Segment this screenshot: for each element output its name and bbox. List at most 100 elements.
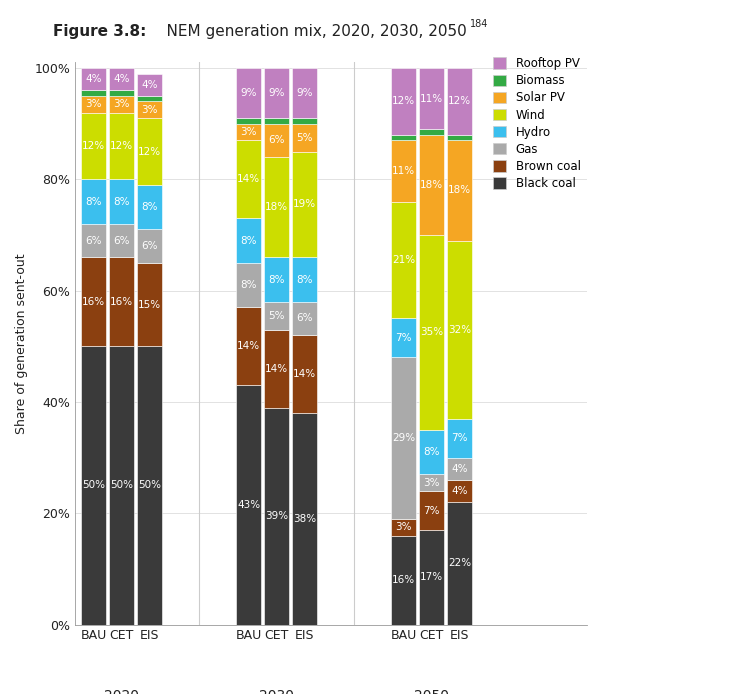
Bar bbox=[81, 90, 106, 96]
Text: 8%: 8% bbox=[86, 196, 102, 207]
Bar bbox=[447, 140, 472, 241]
Text: 4%: 4% bbox=[141, 80, 158, 90]
Text: 39%: 39% bbox=[265, 511, 288, 521]
Text: 2020: 2020 bbox=[105, 688, 139, 694]
Bar bbox=[447, 241, 472, 418]
Text: 9%: 9% bbox=[296, 88, 313, 98]
Text: 2050: 2050 bbox=[414, 688, 449, 694]
Text: 16%: 16% bbox=[392, 575, 415, 585]
Text: 8%: 8% bbox=[423, 447, 440, 457]
Bar bbox=[109, 346, 135, 625]
Text: 2030: 2030 bbox=[259, 688, 294, 694]
Bar bbox=[236, 118, 262, 124]
Bar bbox=[419, 68, 444, 129]
Text: 6%: 6% bbox=[296, 314, 313, 323]
Text: NEM generation mix, 2020, 2030, 2050: NEM generation mix, 2020, 2030, 2050 bbox=[147, 24, 466, 40]
Text: 184: 184 bbox=[470, 19, 488, 28]
Bar bbox=[292, 118, 317, 124]
Text: 11%: 11% bbox=[420, 94, 443, 103]
Text: 6%: 6% bbox=[141, 241, 158, 251]
Text: 29%: 29% bbox=[392, 433, 415, 443]
Text: 16%: 16% bbox=[110, 297, 133, 307]
Text: 14%: 14% bbox=[237, 174, 260, 185]
Text: 4%: 4% bbox=[114, 74, 130, 84]
Bar bbox=[137, 230, 162, 263]
Bar bbox=[236, 219, 262, 263]
Text: 15%: 15% bbox=[138, 300, 161, 310]
Bar bbox=[109, 224, 135, 257]
Bar bbox=[137, 185, 162, 230]
Text: 12%: 12% bbox=[110, 141, 133, 151]
Text: 6%: 6% bbox=[86, 235, 102, 246]
Bar bbox=[236, 307, 262, 385]
Bar bbox=[236, 124, 262, 140]
Bar bbox=[109, 179, 135, 224]
Bar bbox=[391, 135, 417, 140]
Text: 18%: 18% bbox=[265, 202, 288, 212]
Text: 11%: 11% bbox=[392, 166, 415, 176]
Bar bbox=[419, 491, 444, 530]
Bar bbox=[292, 68, 317, 118]
Text: 8%: 8% bbox=[268, 275, 285, 285]
Bar bbox=[236, 385, 262, 625]
Y-axis label: Share of generation sent-out: Share of generation sent-out bbox=[14, 253, 28, 434]
Bar bbox=[447, 68, 472, 135]
Bar bbox=[419, 530, 444, 625]
Text: 22%: 22% bbox=[448, 559, 471, 568]
Text: 8%: 8% bbox=[241, 235, 257, 246]
Bar bbox=[81, 179, 106, 224]
Bar bbox=[292, 413, 317, 625]
Bar bbox=[447, 457, 472, 480]
Bar bbox=[264, 302, 290, 330]
Text: 14%: 14% bbox=[265, 364, 288, 373]
Bar bbox=[391, 519, 417, 536]
Text: 16%: 16% bbox=[82, 297, 105, 307]
Bar bbox=[109, 90, 135, 96]
Bar bbox=[81, 96, 106, 112]
Text: 8%: 8% bbox=[241, 280, 257, 290]
Bar bbox=[137, 118, 162, 185]
Text: 8%: 8% bbox=[141, 202, 158, 212]
Bar bbox=[264, 330, 290, 407]
Text: 38%: 38% bbox=[293, 514, 316, 524]
Text: 6%: 6% bbox=[268, 135, 285, 145]
Text: 9%: 9% bbox=[268, 88, 285, 98]
Text: 3%: 3% bbox=[114, 99, 130, 109]
Bar bbox=[236, 68, 262, 118]
Text: 19%: 19% bbox=[293, 199, 316, 210]
Bar bbox=[447, 480, 472, 502]
Bar bbox=[391, 536, 417, 625]
Text: 32%: 32% bbox=[448, 325, 471, 335]
Bar bbox=[391, 357, 417, 519]
Bar bbox=[109, 257, 135, 346]
Bar bbox=[137, 263, 162, 346]
Text: 4%: 4% bbox=[451, 486, 468, 496]
Bar bbox=[391, 68, 417, 135]
Bar bbox=[81, 68, 106, 90]
Bar bbox=[419, 129, 444, 135]
Text: 12%: 12% bbox=[392, 96, 415, 106]
Text: 7%: 7% bbox=[396, 333, 412, 343]
Bar bbox=[81, 112, 106, 179]
Text: 21%: 21% bbox=[392, 255, 415, 265]
Bar bbox=[419, 235, 444, 430]
Bar bbox=[419, 474, 444, 491]
Bar bbox=[236, 263, 262, 307]
Text: 3%: 3% bbox=[396, 522, 412, 532]
Bar bbox=[109, 112, 135, 179]
Bar bbox=[81, 224, 106, 257]
Text: 12%: 12% bbox=[82, 141, 105, 151]
Text: 12%: 12% bbox=[448, 96, 471, 106]
Text: 3%: 3% bbox=[86, 99, 102, 109]
Bar bbox=[81, 346, 106, 625]
Text: 8%: 8% bbox=[296, 275, 313, 285]
Bar bbox=[391, 201, 417, 319]
Text: Figure 3.8:: Figure 3.8: bbox=[53, 24, 146, 40]
Bar bbox=[236, 140, 262, 219]
Text: 4%: 4% bbox=[451, 464, 468, 474]
Text: 5%: 5% bbox=[296, 133, 313, 142]
Bar bbox=[264, 68, 290, 118]
Text: 3%: 3% bbox=[241, 127, 257, 137]
Bar bbox=[264, 118, 290, 124]
Text: 12%: 12% bbox=[138, 146, 161, 157]
